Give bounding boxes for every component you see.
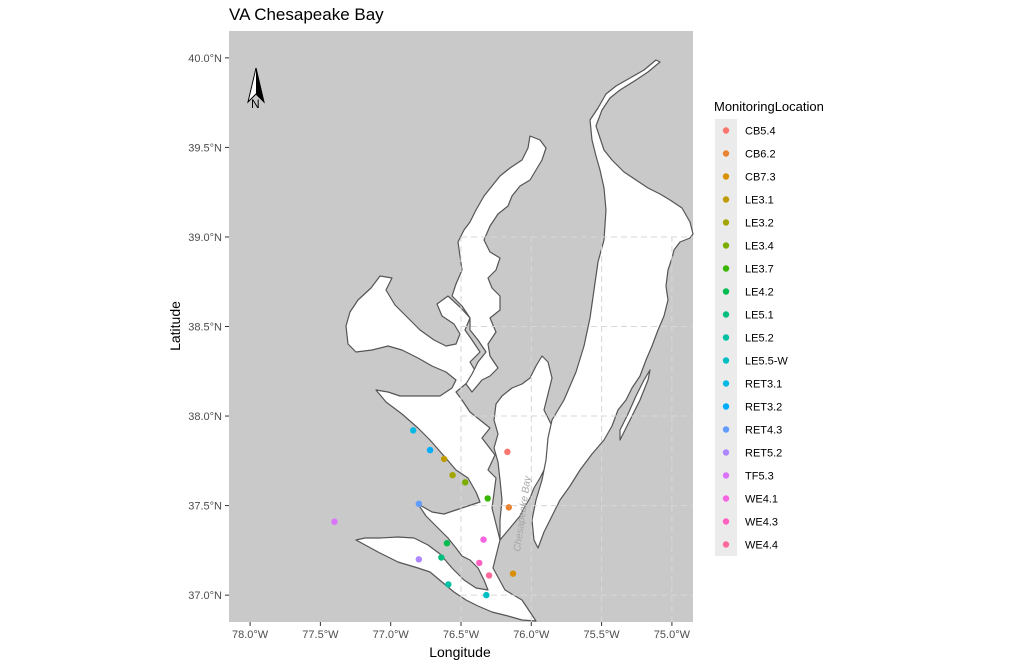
legend-key [722, 196, 730, 203]
legend-key [722, 541, 730, 548]
plot-title: VA Chesapeake Bay [229, 5, 384, 24]
legend-label: LE5.2 [745, 333, 774, 345]
legend-label: TF5.3 [745, 471, 774, 483]
x-axis-title: Longitude [429, 644, 491, 660]
x-tick-label: 77.5°W [302, 629, 339, 641]
point-ret3.2 [426, 446, 434, 454]
y-tick-label: 38.0°N [188, 411, 222, 423]
legend-label: WE4.3 [745, 517, 778, 529]
legend-label: LE5.5-W [745, 356, 788, 368]
legend-key [722, 380, 730, 387]
x-axis: 78.0°W 77.5°W 77.0°W 76.5°W 76.0°W 75.5°W 75.0… [232, 622, 691, 641]
north-arrow-label: N [251, 97, 260, 111]
legend-key [722, 334, 730, 341]
legend-key [722, 357, 730, 364]
water-body [345, 59, 694, 622]
legend-label: LE3.4 [745, 241, 774, 253]
point-cb7.3 [509, 570, 517, 577]
legend-key [722, 495, 730, 502]
legend-key [722, 150, 730, 157]
point-cb6.2 [505, 504, 513, 511]
legend-key [722, 449, 730, 456]
legend-key [722, 242, 730, 249]
point-le3.4 [462, 479, 469, 486]
point-le5.1 [438, 554, 445, 561]
legend-key [722, 403, 730, 410]
legend-label: RET4.3 [745, 425, 782, 437]
point-le5.2 [445, 581, 452, 588]
point-tf5.3 [331, 518, 338, 525]
x-tick-label: 76.0°W [513, 629, 550, 641]
legend-key [722, 288, 730, 295]
point-ret5.2 [415, 556, 423, 563]
legend-key [722, 127, 730, 134]
point-le3.1 [440, 455, 448, 463]
y-tick-label: 39.0°N [188, 232, 222, 244]
point-le3.7 [484, 495, 491, 502]
x-tick-label: 75.0°W [654, 629, 691, 641]
legend-key [722, 426, 730, 433]
legend-key [722, 311, 730, 318]
legend-label: CB6.2 [745, 149, 776, 161]
legend-label: WE4.4 [745, 540, 778, 552]
legend-key [722, 219, 730, 226]
point-le4.2 [443, 540, 451, 547]
y-tick-label: 38.5°N [188, 322, 222, 334]
legend: CB5.4 CB6.2 CB7.3 LE3.1 LE3.2 LE3.4 LE3.7 LE4.2… [715, 119, 788, 556]
x-tick-label: 75.5°W [584, 629, 621, 641]
legend-label: CB5.4 [745, 126, 776, 138]
legend-label: RET3.2 [745, 402, 782, 414]
x-tick-label: 76.5°W [443, 629, 480, 641]
point-cb5.4 [504, 448, 511, 456]
legend-title: MonitoringLocation [714, 99, 824, 114]
y-axis: 37.0°N 37.5°N 38.0°N 38.5°N 39.0°N 39.5°N 40.0… [188, 53, 229, 602]
monitoring-points [331, 427, 517, 599]
north-arrow: N [247, 67, 265, 111]
grid-lines [460, 236, 693, 622]
legend-label: WE4.1 [745, 494, 778, 506]
point-we4.1 [480, 536, 487, 543]
y-axis-title: Latitude [167, 301, 183, 351]
legend-label: LE4.2 [745, 287, 774, 299]
point-ret3.1 [409, 427, 417, 434]
point-ret4.3 [415, 500, 423, 507]
point-we4.4 [485, 572, 493, 579]
legend-label: RET3.1 [745, 379, 782, 391]
x-tick-label: 78.0°W [232, 629, 269, 641]
x-tick-label: 77.0°W [373, 629, 410, 641]
legend-key [722, 265, 730, 272]
y-tick-label: 37.0°N [188, 590, 222, 602]
y-tick-label: 39.5°N [188, 142, 222, 154]
legend-label: LE3.1 [745, 195, 774, 207]
legend-label: LE3.2 [745, 218, 774, 230]
point-le5.5-w [483, 591, 490, 599]
legend-label: LE3.7 [745, 264, 774, 276]
legend-key [722, 472, 730, 479]
y-tick-label: 40.0°N [188, 53, 222, 65]
north-arrow-half-icon [256, 68, 264, 102]
legend-label: LE5.1 [745, 310, 774, 322]
legend-label: RET5.2 [745, 448, 782, 460]
y-tick-label: 37.5°N [188, 501, 222, 513]
legend-label: CB7.3 [745, 172, 776, 184]
legend-key [722, 518, 730, 525]
legend-key [722, 173, 730, 180]
point-we4.3 [476, 559, 483, 567]
point-le3.2 [449, 471, 456, 479]
